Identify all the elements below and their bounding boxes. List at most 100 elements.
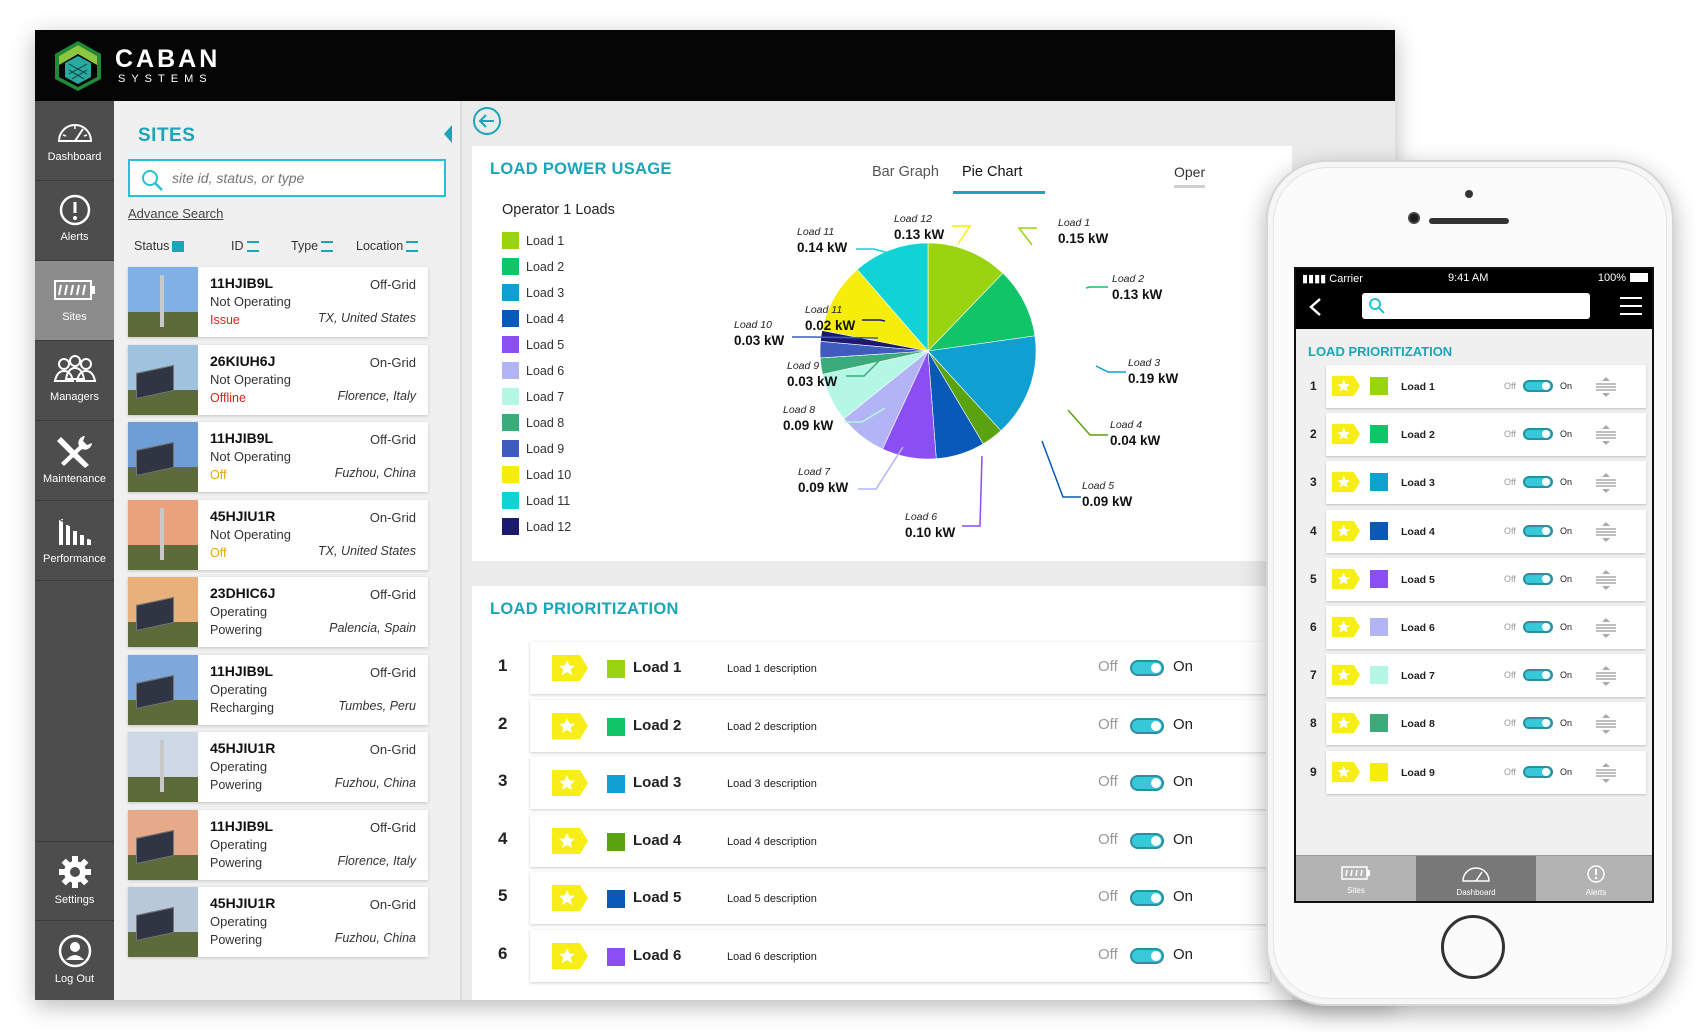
nav-performance[interactable]: Performance xyxy=(35,501,114,581)
load-toggle[interactable] xyxy=(1523,476,1553,489)
phone-bezel: ▮▮▮▮ Carrier 9:41 AM 100% xyxy=(1273,167,1667,999)
phone-home-button[interactable] xyxy=(1441,915,1505,979)
priority-star-icon[interactable] xyxy=(1332,616,1360,638)
pie-slice-load-11[interactable] xyxy=(856,242,929,352)
site-card[interactable]: 23DHIC6J Off-Grid Operating Powering Palenci… xyxy=(128,577,428,647)
phone-priority-card[interactable]: Load 5 Off On xyxy=(1326,557,1646,601)
phone-priority-card[interactable]: Load 9 Off On xyxy=(1326,750,1646,794)
priority-star-icon[interactable] xyxy=(552,827,588,854)
priority-star-icon[interactable] xyxy=(552,712,588,739)
priority-star-icon[interactable] xyxy=(552,655,588,681)
tab-bar-graph[interactable]: Bar Graph xyxy=(872,164,939,180)
header-type[interactable]: Type xyxy=(291,239,334,253)
pie-label-value: 0.13 kW xyxy=(894,227,945,242)
phone-tab-sites[interactable]: Sites xyxy=(1296,856,1416,901)
priority-star-icon[interactable] xyxy=(1332,471,1360,493)
load-toggle[interactable] xyxy=(1130,890,1164,906)
site-card[interactable]: 45HJIU1R On-Grid Operating Powering Fuzhou, … xyxy=(128,887,428,957)
drag-handle-icon[interactable] xyxy=(1594,714,1618,735)
drag-handle-icon[interactable] xyxy=(1594,377,1618,397)
load-toggle[interactable] xyxy=(1523,428,1553,441)
pie-slice-load-12[interactable] xyxy=(821,269,929,352)
back-chevron-icon[interactable] xyxy=(1308,297,1322,317)
site-card[interactable]: 11HJIB9L Off-Grid Not Operating Off Fuzhou, … xyxy=(128,422,428,492)
pie-data-label: Load 3 0.19 kW xyxy=(1128,356,1178,386)
pie-slice-load-2[interactable] xyxy=(927,272,1036,352)
priority-star-icon[interactable] xyxy=(1332,761,1360,783)
phone-priority-card[interactable]: Load 8 Off On xyxy=(1326,702,1646,746)
tab-operator-cut[interactable]: Oper xyxy=(1174,164,1206,188)
drag-handle-icon[interactable] xyxy=(1594,425,1618,446)
pie-data-label: Load 11 0.02 kW xyxy=(805,303,855,333)
priority-card[interactable]: Load 3 Load 3 description Off On xyxy=(530,757,1270,809)
load-toggle[interactable] xyxy=(1523,621,1553,633)
hamburger-menu-icon[interactable] xyxy=(1620,297,1642,317)
nav-sites[interactable]: Sites xyxy=(35,261,114,341)
tab-pie-chart[interactable]: Pie Chart xyxy=(962,164,1023,180)
phone-tab-alerts[interactable]: Alerts xyxy=(1536,856,1652,901)
priority-star-icon[interactable] xyxy=(552,885,588,911)
drag-handle-icon[interactable] xyxy=(1594,762,1618,783)
phone-priority-card[interactable]: Load 1 Off On xyxy=(1326,365,1646,408)
priority-card[interactable]: Load 1 Load 1 description Off On xyxy=(530,642,1270,694)
header-id[interactable]: ID xyxy=(231,239,259,253)
pie-slice-load-1[interactable] xyxy=(927,242,1004,352)
priority-star-icon[interactable] xyxy=(552,770,588,796)
priority-card[interactable]: Load 5 Load 5 description Off On xyxy=(530,872,1270,924)
phone-tab-dashboard[interactable]: Dashboard xyxy=(1416,856,1536,901)
phone-priority-card[interactable]: Load 3 Off On xyxy=(1326,461,1646,505)
site-search-input[interactable] xyxy=(172,167,432,189)
priority-star-icon[interactable] xyxy=(1332,712,1360,734)
priority-star-icon[interactable] xyxy=(1332,664,1360,686)
priority-card[interactable]: Load 4 Load 4 description Off On xyxy=(530,814,1270,867)
site-card[interactable]: 45HJIU1R On-Grid Operating Powering Fuzhou, … xyxy=(128,732,428,802)
load-toggle[interactable] xyxy=(1523,380,1553,392)
priority-star-icon[interactable] xyxy=(1332,568,1360,590)
load-toggle[interactable] xyxy=(1130,832,1164,849)
nav-alerts[interactable]: Alerts xyxy=(35,181,114,261)
nav-managers[interactable]: Managers xyxy=(35,341,114,421)
load-toggle[interactable] xyxy=(1523,717,1553,730)
priority-card[interactable]: Load 2 Load 2 description Off On xyxy=(530,699,1270,752)
drag-handle-icon[interactable] xyxy=(1594,618,1618,638)
phone-priority-card[interactable]: Load 2 Off On xyxy=(1326,413,1646,457)
load-toggle[interactable] xyxy=(1523,524,1553,537)
load-toggle[interactable] xyxy=(1523,572,1553,585)
priority-star-icon[interactable] xyxy=(1332,520,1360,542)
drag-handle-icon[interactable] xyxy=(1594,473,1618,494)
nav-maintenance[interactable]: Maintenance xyxy=(35,421,114,501)
advance-search-link[interactable]: Advance Search xyxy=(128,206,224,221)
phone-search-input[interactable] xyxy=(1362,293,1590,319)
nav-settings[interactable]: Settings xyxy=(35,841,114,921)
back-arrow-icon[interactable] xyxy=(472,106,502,136)
drag-handle-icon[interactable] xyxy=(1594,521,1618,542)
header-status[interactable]: Status xyxy=(134,239,185,253)
header-location[interactable]: Location xyxy=(356,239,419,253)
pie-slice-load-3[interactable] xyxy=(927,335,1037,432)
site-card[interactable]: 26KIUH6J On-Grid Not Operating Offline Flore… xyxy=(128,344,428,415)
priority-star-icon[interactable] xyxy=(1332,375,1360,397)
priority-star-icon[interactable] xyxy=(552,942,588,969)
priority-card[interactable]: Load 6 Load 6 description Off On xyxy=(530,929,1270,982)
load-toggle[interactable] xyxy=(1130,947,1164,964)
toggle-knob xyxy=(1542,671,1550,680)
site-card[interactable]: 11HJIB9L Off-Grid Not Operating Issue TX, Un… xyxy=(128,267,428,337)
site-card[interactable]: 11HJIB9L Off-Grid Operating Recharging Tumbe… xyxy=(128,654,428,725)
nav-dashboard[interactable]: Dashboard xyxy=(35,101,114,181)
drag-handle-icon[interactable] xyxy=(1594,569,1618,590)
toggle-on-label: On xyxy=(1560,622,1573,632)
priority-star-icon[interactable] xyxy=(1332,423,1360,445)
phone-priority-card[interactable]: Load 4 Off On xyxy=(1326,509,1646,553)
load-toggle[interactable] xyxy=(1130,660,1164,676)
site-card[interactable]: 11HJIB9L Off-Grid Operating Powering Florenc… xyxy=(128,809,428,880)
load-toggle[interactable] xyxy=(1523,669,1553,682)
load-toggle[interactable] xyxy=(1130,775,1164,791)
drag-handle-icon[interactable] xyxy=(1594,666,1618,687)
site-card[interactable]: 45HJIU1R On-Grid Not Operating Off TX, Unite… xyxy=(128,499,428,570)
load-toggle[interactable] xyxy=(1523,765,1553,778)
nav-logout[interactable]: Log Out xyxy=(35,921,114,1000)
collapse-panel-icon[interactable] xyxy=(444,125,452,143)
load-toggle[interactable] xyxy=(1130,717,1164,734)
phone-priority-card[interactable]: Load 6 Off On xyxy=(1326,606,1646,649)
phone-priority-card[interactable]: Load 7 Off On xyxy=(1326,654,1646,698)
